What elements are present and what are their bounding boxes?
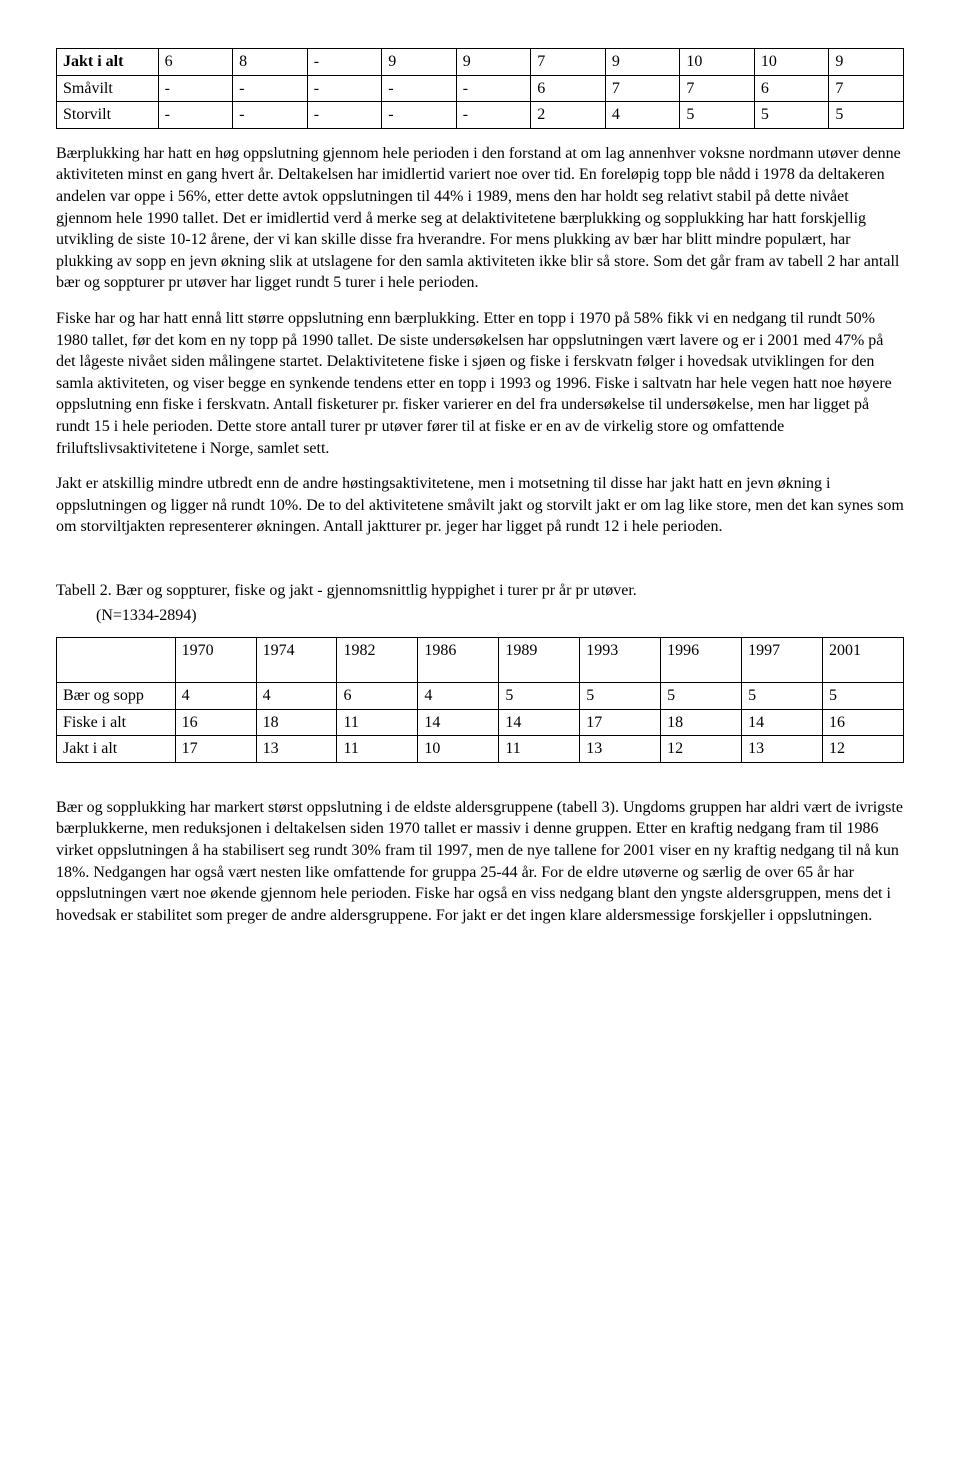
cell: 4 bbox=[175, 683, 256, 710]
cell: 12 bbox=[661, 736, 742, 763]
year-header: 1970 bbox=[175, 638, 256, 683]
cell: 14 bbox=[499, 709, 580, 736]
cell: 12 bbox=[823, 736, 904, 763]
cell: 10 bbox=[680, 49, 755, 76]
table-jakt: Jakt i alt68-997910109Småvilt-----67767S… bbox=[56, 48, 904, 129]
cell: 5 bbox=[580, 683, 661, 710]
row-label: Storvilt bbox=[57, 102, 159, 129]
year-header: 1993 bbox=[580, 638, 661, 683]
paragraph-2: Fiske har og har hatt ennå litt større o… bbox=[56, 308, 904, 459]
header-blank bbox=[57, 638, 176, 683]
table-row: Jakt i alt171311101113121312 bbox=[57, 736, 904, 763]
table-header-row: 197019741982198619891993199619972001 bbox=[57, 638, 904, 683]
cell: 4 bbox=[418, 683, 499, 710]
cell: - bbox=[307, 49, 382, 76]
year-header: 1989 bbox=[499, 638, 580, 683]
cell: 14 bbox=[742, 709, 823, 736]
cell: 7 bbox=[531, 49, 606, 76]
paragraph-3: Jakt er atskillig mindre utbredt enn de … bbox=[56, 473, 904, 538]
cell: - bbox=[158, 75, 233, 102]
table-row: Storvilt-----24555 bbox=[57, 102, 904, 129]
table-row: Småvilt-----67767 bbox=[57, 75, 904, 102]
cell: 5 bbox=[742, 683, 823, 710]
cell: 18 bbox=[661, 709, 742, 736]
cell: 11 bbox=[337, 736, 418, 763]
cell: 4 bbox=[256, 683, 337, 710]
cell: - bbox=[382, 102, 457, 129]
cell: - bbox=[307, 75, 382, 102]
table2-caption: Tabell 2. Bær og soppturer, fiske og jak… bbox=[56, 580, 904, 602]
cell: - bbox=[456, 75, 531, 102]
cell: - bbox=[233, 75, 308, 102]
year-header: 1986 bbox=[418, 638, 499, 683]
cell: 6 bbox=[337, 683, 418, 710]
cell: 11 bbox=[337, 709, 418, 736]
cell: - bbox=[158, 102, 233, 129]
cell: 11 bbox=[499, 736, 580, 763]
row-label: Jakt i alt bbox=[57, 736, 176, 763]
year-header: 1997 bbox=[742, 638, 823, 683]
cell: 9 bbox=[605, 49, 680, 76]
row-label: Jakt i alt bbox=[57, 49, 159, 76]
cell: - bbox=[233, 102, 308, 129]
cell: 9 bbox=[829, 49, 904, 76]
cell: 13 bbox=[256, 736, 337, 763]
cell: 6 bbox=[531, 75, 606, 102]
cell: 5 bbox=[680, 102, 755, 129]
cell: 6 bbox=[158, 49, 233, 76]
cell: 18 bbox=[256, 709, 337, 736]
year-header: 1982 bbox=[337, 638, 418, 683]
cell: 17 bbox=[175, 736, 256, 763]
cell: 5 bbox=[823, 683, 904, 710]
cell: - bbox=[307, 102, 382, 129]
cell: 4 bbox=[605, 102, 680, 129]
cell: 5 bbox=[829, 102, 904, 129]
cell: 13 bbox=[580, 736, 661, 763]
cell: 2 bbox=[531, 102, 606, 129]
cell: 16 bbox=[823, 709, 904, 736]
closing-paragraph: Bær og sopplukking har markert størst op… bbox=[56, 797, 904, 927]
cell: 8 bbox=[233, 49, 308, 76]
cell: 10 bbox=[754, 49, 829, 76]
cell: 14 bbox=[418, 709, 499, 736]
year-header: 2001 bbox=[823, 638, 904, 683]
cell: 5 bbox=[499, 683, 580, 710]
cell: 9 bbox=[456, 49, 531, 76]
table-frequency: 197019741982198619891993199619972001Bær … bbox=[56, 637, 904, 763]
cell: 16 bbox=[175, 709, 256, 736]
cell: - bbox=[456, 102, 531, 129]
cell: 9 bbox=[382, 49, 457, 76]
table-row: Fiske i alt161811141417181416 bbox=[57, 709, 904, 736]
row-label: Fiske i alt bbox=[57, 709, 176, 736]
cell: 7 bbox=[829, 75, 904, 102]
table-row: Jakt i alt68-997910109 bbox=[57, 49, 904, 76]
paragraph-1: Bærplukking har hatt en høg oppslutning … bbox=[56, 143, 904, 294]
year-header: 1996 bbox=[661, 638, 742, 683]
cell: 6 bbox=[754, 75, 829, 102]
row-label: Bær og sopp bbox=[57, 683, 176, 710]
cell: 5 bbox=[661, 683, 742, 710]
table2-caption-sub: (N=1334-2894) bbox=[96, 605, 904, 627]
table-row: Bær og sopp446455555 bbox=[57, 683, 904, 710]
cell: 17 bbox=[580, 709, 661, 736]
cell: 5 bbox=[754, 102, 829, 129]
cell: 13 bbox=[742, 736, 823, 763]
row-label: Småvilt bbox=[57, 75, 159, 102]
cell: - bbox=[382, 75, 457, 102]
cell: 7 bbox=[680, 75, 755, 102]
cell: 7 bbox=[605, 75, 680, 102]
cell: 10 bbox=[418, 736, 499, 763]
year-header: 1974 bbox=[256, 638, 337, 683]
